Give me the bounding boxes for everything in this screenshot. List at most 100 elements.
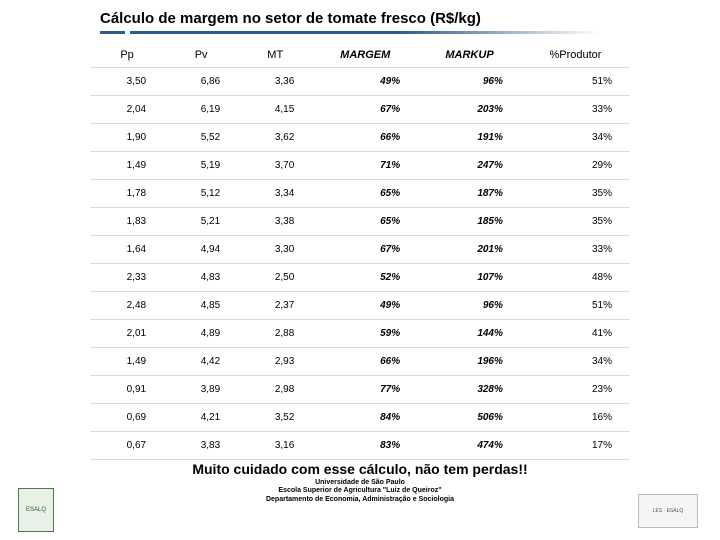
table-cell: 0,69	[90, 404, 164, 432]
table-cell: 48%	[521, 264, 630, 292]
table-cell: 1,90	[90, 124, 164, 152]
table-cell: 474%	[418, 432, 521, 460]
table-cell: 3,50	[90, 68, 164, 96]
table-cell: 4,83	[164, 264, 238, 292]
table-cell: 203%	[418, 96, 521, 124]
table-cell: 2,01	[90, 320, 164, 348]
table-cell: 3,38	[238, 208, 312, 236]
table-cell: 17%	[521, 432, 630, 460]
table-cell: 0,91	[90, 376, 164, 404]
table-cell: 65%	[312, 180, 418, 208]
footer-line-1: Universidade de São Paulo	[0, 479, 720, 487]
table-cell: 84%	[312, 404, 418, 432]
table-cell: 3,62	[238, 124, 312, 152]
table-cell: 2,33	[90, 264, 164, 292]
table-cell: 0,67	[90, 432, 164, 460]
table-cell: 2,04	[90, 96, 164, 124]
table-cell: 83%	[312, 432, 418, 460]
table-cell: 328%	[418, 376, 521, 404]
table-cell: 77%	[312, 376, 418, 404]
table-row: 1,835,213,3865%185%35%	[90, 208, 630, 236]
table-cell: 29%	[521, 152, 630, 180]
table-row: 1,495,193,7071%247%29%	[90, 152, 630, 180]
table-cell: 35%	[521, 208, 630, 236]
table-row: 2,046,194,1567%203%33%	[90, 96, 630, 124]
table-cell: 51%	[521, 68, 630, 96]
table-cell: 144%	[418, 320, 521, 348]
title-underline	[100, 31, 600, 34]
table-cell: 3,36	[238, 68, 312, 96]
table-row: 2,014,892,8859%144%41%	[90, 320, 630, 348]
table-row: 1,494,422,9366%196%34%	[90, 348, 630, 376]
table-cell: 4,89	[164, 320, 238, 348]
table-header-row: PpPvMTMARGEMMARKUP%Produtor	[90, 46, 630, 68]
table-cell: 2,93	[238, 348, 312, 376]
table-cell: 185%	[418, 208, 521, 236]
table-cell: 67%	[312, 236, 418, 264]
table-cell: 4,15	[238, 96, 312, 124]
table-cell: 3,83	[164, 432, 238, 460]
table-cell: 2,98	[238, 376, 312, 404]
table-cell: 34%	[521, 124, 630, 152]
table-cell: 3,34	[238, 180, 312, 208]
table-cell: 107%	[418, 264, 521, 292]
table-row: 0,694,213,5284%506%16%	[90, 404, 630, 432]
table-cell: 3,16	[238, 432, 312, 460]
table-cell: 2,88	[238, 320, 312, 348]
table-cell: 67%	[312, 96, 418, 124]
table-cell: 34%	[521, 348, 630, 376]
table-cell: 247%	[418, 152, 521, 180]
table-cell: 2,48	[90, 292, 164, 320]
margin-table: PpPvMTMARGEMMARKUP%Produtor 3,506,863,36…	[90, 46, 630, 460]
table-cell: 5,52	[164, 124, 238, 152]
table-cell: 66%	[312, 348, 418, 376]
table-cell: 2,50	[238, 264, 312, 292]
table-cell: 201%	[418, 236, 521, 264]
table-row: 2,334,832,5052%107%48%	[90, 264, 630, 292]
table-cell: 6,86	[164, 68, 238, 96]
table-cell: 6,19	[164, 96, 238, 124]
table-cell: 4,85	[164, 292, 238, 320]
table-cell: 3,52	[238, 404, 312, 432]
table-container: PpPvMTMARGEMMARKUP%Produtor 3,506,863,36…	[0, 46, 720, 460]
table-cell: 23%	[521, 376, 630, 404]
table-cell: 96%	[418, 68, 521, 96]
table-row: 3,506,863,3649%96%51%	[90, 68, 630, 96]
table-cell: 3,30	[238, 236, 312, 264]
table-cell: 5,21	[164, 208, 238, 236]
page-title: Cálculo de margem no setor de tomate fre…	[0, 0, 720, 31]
table-cell: 35%	[521, 180, 630, 208]
table-cell: 3,89	[164, 376, 238, 404]
table-row: 2,484,852,3749%96%51%	[90, 292, 630, 320]
footer-line-2: Escola Superior de Agricultura "Luiz de …	[0, 487, 720, 495]
table-cell: 96%	[418, 292, 521, 320]
table-cell: 506%	[418, 404, 521, 432]
footer-block: Universidade de São Paulo Escola Superio…	[0, 477, 720, 504]
col-header-3: MARGEM	[312, 46, 418, 68]
table-cell: 187%	[418, 180, 521, 208]
table-cell: 71%	[312, 152, 418, 180]
table-row: 0,673,833,1683%474%17%	[90, 432, 630, 460]
table-cell: 16%	[521, 404, 630, 432]
table-cell: 41%	[521, 320, 630, 348]
col-header-0: Pp	[90, 46, 164, 68]
table-row: 1,644,943,3067%201%33%	[90, 236, 630, 264]
col-header-2: MT	[238, 46, 312, 68]
table-row: 1,905,523,6266%191%34%	[90, 124, 630, 152]
table-cell: 3,70	[238, 152, 312, 180]
table-cell: 4,94	[164, 236, 238, 264]
table-cell: 52%	[312, 264, 418, 292]
table-cell: 5,19	[164, 152, 238, 180]
table-cell: 49%	[312, 292, 418, 320]
table-body: 3,506,863,3649%96%51%2,046,194,1567%203%…	[90, 68, 630, 460]
table-cell: 4,21	[164, 404, 238, 432]
table-cell: 51%	[521, 292, 630, 320]
logo-esalq: ESALQ	[18, 488, 54, 532]
table-cell: 33%	[521, 96, 630, 124]
table-row: 1,785,123,3465%187%35%	[90, 180, 630, 208]
table-cell: 66%	[312, 124, 418, 152]
footer-line-3: Departamento de Economia, Administração …	[0, 496, 720, 504]
table-cell: 33%	[521, 236, 630, 264]
table-cell: 1,83	[90, 208, 164, 236]
table-cell: 191%	[418, 124, 521, 152]
